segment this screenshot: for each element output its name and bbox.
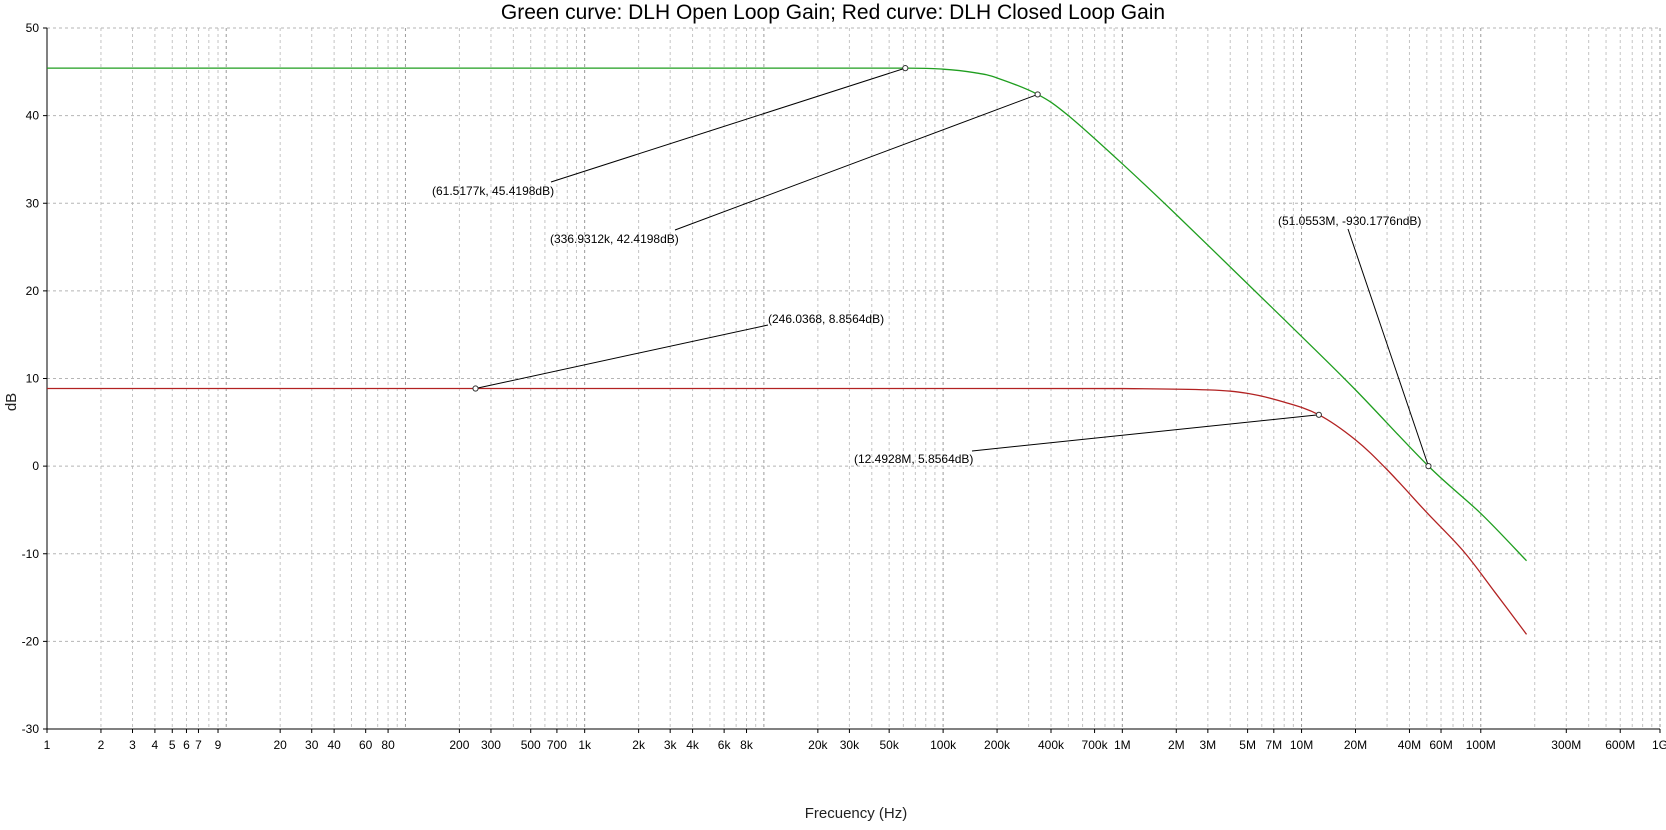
x-tick-label: 700k bbox=[1082, 738, 1109, 752]
x-tick-label: 60M bbox=[1429, 738, 1452, 752]
x-tick-label: 7 bbox=[195, 738, 202, 752]
y-tick-label: 50 bbox=[26, 21, 40, 35]
marker-group: (61.5177k, 45.4198dB) (336.9312k, 42.4198… bbox=[432, 65, 1432, 470]
x-tick-label: 100M bbox=[1466, 738, 1496, 752]
x-tick-label: 80 bbox=[381, 738, 395, 752]
marker-leader-line bbox=[550, 67, 906, 183]
x-tick-label: 30 bbox=[305, 738, 319, 752]
grid bbox=[46, 27, 1661, 730]
x-axis-title: Frecuency (Hz) bbox=[805, 805, 908, 822]
x-tick-label: 5 bbox=[169, 738, 176, 752]
x-tick-label: 6 bbox=[183, 738, 190, 752]
x-tick-label: 2M bbox=[1168, 738, 1185, 752]
x-tick-label: 7M bbox=[1265, 738, 1282, 752]
x-tick-label: 2 bbox=[98, 738, 105, 752]
marker-label: (61.5177k, 45.4198dB) bbox=[432, 184, 554, 198]
x-tick-label: 10M bbox=[1290, 738, 1313, 752]
open-loop-gain-line bbox=[47, 67, 1527, 562]
x-tick-label: 300 bbox=[481, 738, 501, 752]
marker-point bbox=[1425, 463, 1432, 470]
x-tick-label: 8k bbox=[740, 738, 754, 752]
x-tick-label: 300M bbox=[1551, 738, 1581, 752]
x-tick-label: 3 bbox=[129, 738, 136, 752]
x-tick-label: 1 bbox=[44, 738, 51, 752]
y-tick-label: -30 bbox=[22, 722, 40, 736]
x-tick-label: 500 bbox=[521, 738, 541, 752]
marker-label: (12.4928M, 5.8564dB) bbox=[854, 452, 973, 466]
x-tick-label: 1k bbox=[578, 738, 592, 752]
x-tick-label: 200 bbox=[449, 738, 469, 752]
marker-label: (336.9312k, 42.4198dB) bbox=[550, 232, 679, 246]
chart-title: Green curve: DLH Open Loop Gain; Red cur… bbox=[501, 1, 1165, 24]
x-tick-label: 200k bbox=[984, 738, 1011, 752]
y-tick-label: -10 bbox=[22, 547, 40, 561]
x-tick-label: 50k bbox=[879, 738, 899, 752]
y-tick-label: 40 bbox=[26, 109, 40, 123]
x-tick-label: 40 bbox=[327, 738, 341, 752]
x-tick-label: 30k bbox=[840, 738, 860, 752]
plot-frame bbox=[43, 27, 1661, 733]
x-tick-label: 400k bbox=[1038, 738, 1065, 752]
tick-labels: 50 40 30 20 10 0 -10 -20 -30 1 2 3 4 5 6 7 9 20 30 40 60 80 20… bbox=[22, 21, 1666, 752]
closed-loop-gain-line bbox=[46, 387, 1528, 635]
marker-leader-line bbox=[1347, 228, 1429, 467]
x-tick-label: 600M bbox=[1605, 738, 1635, 752]
x-tick-label: 6k bbox=[718, 738, 732, 752]
x-tick-label: 2k bbox=[632, 738, 646, 752]
x-tick-label: 1M bbox=[1114, 738, 1131, 752]
x-tick-label: 4 bbox=[152, 738, 159, 752]
x-tick-label: 1G bbox=[1652, 738, 1666, 752]
x-tick-label: 100k bbox=[930, 738, 957, 752]
marker-leader-line bbox=[971, 414, 1319, 452]
y-tick-label: 30 bbox=[26, 196, 40, 210]
y-axis-title: dB bbox=[3, 393, 20, 411]
marker-point bbox=[1315, 411, 1322, 418]
marker-point bbox=[902, 65, 909, 72]
x-tick-label: 9 bbox=[215, 738, 222, 752]
marker-label: (246.0368, 8.8564dB) bbox=[768, 312, 884, 326]
x-tick-label: 3M bbox=[1200, 738, 1217, 752]
y-tick-label: 10 bbox=[26, 372, 40, 386]
y-tick-label: 0 bbox=[32, 459, 39, 473]
x-tick-label: 40M bbox=[1398, 738, 1421, 752]
series-group bbox=[46, 67, 1528, 635]
y-tick-label: -20 bbox=[22, 634, 40, 648]
marker-leader-line bbox=[674, 93, 1038, 231]
x-tick-label: 3k bbox=[664, 738, 678, 752]
marker-label: (51.0553M, -930.1776ndB) bbox=[1278, 214, 1421, 228]
marker-point bbox=[1034, 91, 1041, 98]
marker-point bbox=[472, 385, 479, 392]
x-tick-label: 4k bbox=[686, 738, 700, 752]
marker-leader-line bbox=[475, 324, 769, 390]
x-tick-label: 700 bbox=[547, 738, 567, 752]
x-tick-label: 60 bbox=[359, 738, 373, 752]
x-tick-label: 20M bbox=[1344, 738, 1367, 752]
x-tick-label: 20 bbox=[273, 738, 287, 752]
y-tick-label: 20 bbox=[26, 284, 40, 298]
x-tick-label: 20k bbox=[808, 738, 828, 752]
x-tick-label: 5M bbox=[1239, 738, 1256, 752]
